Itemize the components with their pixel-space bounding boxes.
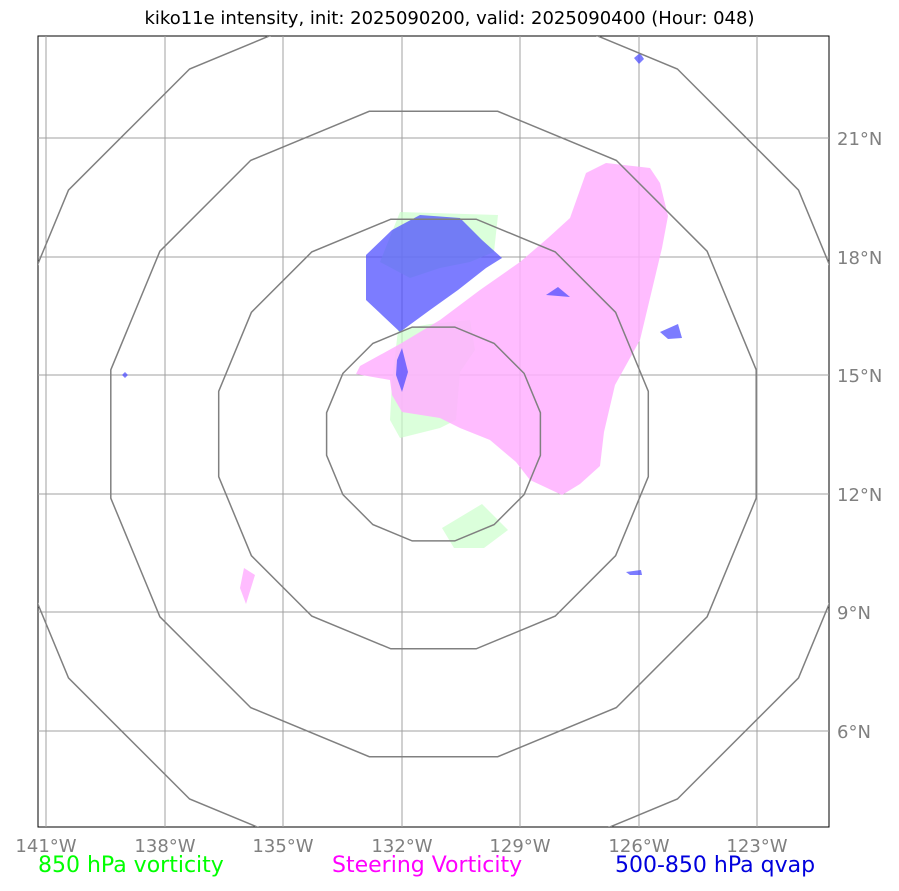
qvap-500-850-contours — [122, 53, 682, 575]
lat-tick-label: 18°N — [837, 248, 882, 269]
range-rings — [38, 36, 829, 827]
range-ring — [217, 218, 650, 650]
legend-qvap: 500-850 hPa qvap — [615, 853, 816, 878]
lat-tick-label: 21°N — [837, 129, 882, 150]
legend-steering-vorticity: Steering Vorticity — [332, 853, 523, 878]
map-frame — [37, 35, 830, 828]
lon-tick-label: 123°W — [726, 836, 787, 857]
lat-tick-label: 15°N — [837, 366, 882, 387]
lon-tick-label: 132°W — [371, 836, 432, 857]
steering-vorticity-contours — [240, 163, 668, 604]
lon-tick-label: 141°W — [15, 836, 76, 857]
lat-tick-label: 6°N — [837, 722, 871, 743]
lon-tick-label: 129°W — [489, 836, 550, 857]
lon-tick-label: 135°W — [252, 836, 313, 857]
lon-tick-label: 126°W — [608, 836, 669, 857]
map-title: kiko11e intensity, init: 2025090200, val… — [144, 8, 755, 29]
range-ring — [325, 326, 542, 542]
lat-tick-label: 12°N — [837, 485, 882, 506]
lon-tick-label: 138°W — [134, 836, 195, 857]
legend-850-vorticity: 850 hPa vorticity — [38, 853, 224, 878]
lon-tick-labels: 141°W 138°W 135°W 132°W 129°W 126°W 123°… — [15, 836, 787, 857]
range-ring — [38, 36, 829, 827]
lat-tick-label: 9°N — [837, 603, 871, 624]
lat-tick-labels: 21°N 18°N 15°N 12°N 9°N 6°N — [837, 129, 882, 743]
range-ring — [110, 110, 757, 758]
